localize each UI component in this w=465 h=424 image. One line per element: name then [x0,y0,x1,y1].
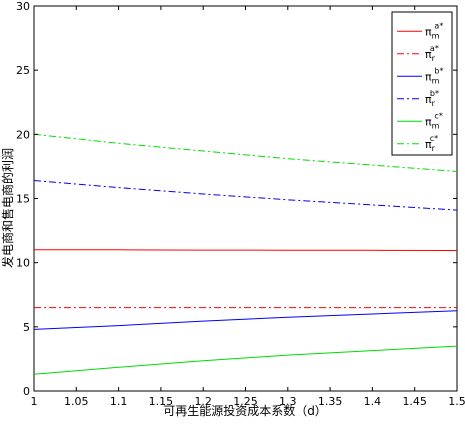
legend-box [391,11,453,156]
x-tick-label: 1.35 [318,395,343,408]
series-line-m_a [34,249,458,251]
legend-label-r_c: πrc* [425,134,438,153]
y-tick-label: 15 [16,193,30,206]
series-line-m_b [33,310,458,330]
series-line-r_b [33,180,458,211]
x-tick-label: 1.15 [149,395,174,408]
legend: πma* πra* πmb* πrb* πmc* πrc* [391,11,453,156]
x-tick-label: 1.3 [279,395,297,408]
legend-label-r_a: πra* [425,44,439,63]
legend-label-r_b: πrb* [425,89,439,108]
x-tick-label: 1.4 [364,395,382,408]
legend-label-m_c: πmc* [425,111,443,130]
x-tick-label: 1 [31,395,38,408]
y-tick-label: 30 [16,0,30,13]
x-tick-label: 1.2 [194,395,212,408]
y-tick-label: 25 [16,64,30,77]
x-tick-label: 1.25 [233,395,258,408]
series-layer [33,133,458,375]
x-axis-label: 可再生能源投资成本系数（d） [163,403,327,418]
x-tick-label: 1.05 [64,395,89,408]
series-line-m_c [33,345,458,375]
y-tick-label: 5 [23,321,30,334]
y-tick-label: 10 [16,257,30,270]
plot-frame [33,5,458,392]
x-tick-label: 1.1 [110,395,128,408]
legend-label-m_a: πma* [425,21,443,40]
series-line-r_c [33,133,458,172]
y-tick-label: 0 [23,385,30,398]
plot-area [33,5,458,392]
ticks-layer: 1 1.05 1.1 1.15 1.2 1.25 1.3 1.35 1.4 1.45 1.5 0 5 10… [16,0,465,408]
y-axis-label: 发电商和售电商的利润 [0,148,15,268]
legend-label-m_b: πmb* [425,66,444,85]
x-tick-label: 1.5 [448,395,465,408]
x-tick-label: 1.45 [402,395,427,408]
y-tick-label: 20 [16,128,30,141]
